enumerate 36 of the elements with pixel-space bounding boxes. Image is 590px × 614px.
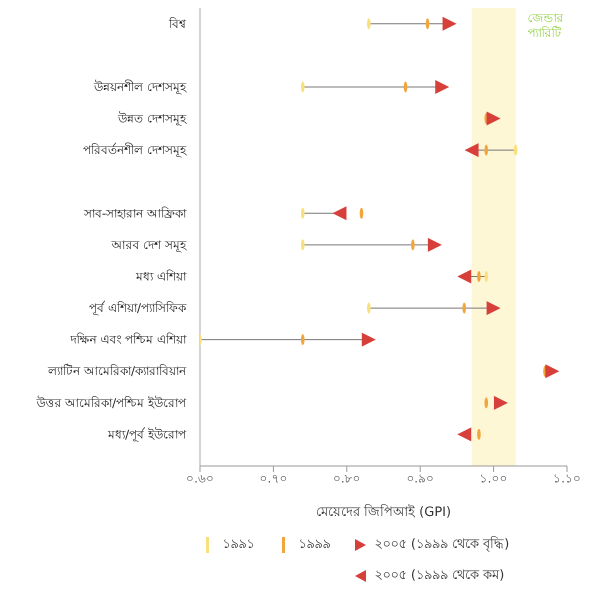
y-tick-label: মধ্য/পূর্ব ইউরোপ	[107, 427, 187, 442]
x-tick-label: ০.৯০	[406, 472, 434, 486]
point	[332, 206, 346, 220]
point	[428, 238, 442, 252]
y-tick-label: উন্নত দেশসমূহ	[117, 112, 187, 127]
y-tick-label: মধ্য এশিয়া	[135, 269, 187, 284]
point	[494, 396, 508, 410]
y-tick-label: সাব-সাহারান আফ্রিকা	[82, 206, 187, 220]
y-tick-label: বিশ্ব	[168, 16, 186, 31]
point	[486, 112, 501, 126]
point	[545, 364, 560, 378]
x-tick-label: ০.৮০	[332, 472, 361, 486]
y-tick-label: দক্ষিন এবং পশ্চিম এশিয়া	[70, 332, 187, 347]
legend-label: ২০০৫ (১৯৯৯ থেকে বৃদ্ধি)	[374, 535, 510, 554]
y-tick-label: আরব দেশ সমূহ	[110, 238, 187, 253]
point	[457, 427, 472, 442]
band-label: জেন্ডার প্যারিটি	[528, 11, 564, 40]
y-tick-label: উত্তর আমেরিকা/পশ্চিম ইউরোপ	[35, 396, 187, 410]
point	[464, 143, 479, 158]
y-tick-label: উন্নয়নশীল দেশসমূহ	[93, 80, 187, 95]
legend-label: ১৯৯৯	[298, 536, 331, 554]
x-axis-title: মেয়েদের জিপিআই (GPI)	[316, 504, 452, 520]
x-tick-label: ০.৭০	[259, 472, 288, 486]
y-tick-label: ল্যাটিন আমেরিকা/ক্যারাবিয়ান	[47, 364, 187, 378]
x-tick-label: ১.১০	[553, 472, 581, 486]
y-tick-label: পূর্ব এশিয়া/প্যাসিফিক	[89, 301, 187, 316]
x-tick-label: ০.৬০	[186, 472, 214, 486]
legend-label: ২০০৫ (১৯৯৯ থেকে কম)	[374, 567, 504, 585]
point	[486, 301, 501, 316]
point	[435, 80, 450, 94]
x-tick-label: ১.০০	[480, 472, 508, 486]
legend-label: ১৯৯১	[222, 536, 255, 554]
point	[442, 16, 457, 31]
point	[362, 332, 376, 347]
y-tick-label: পরিবর্তনশীল দেশসমূহ	[83, 143, 187, 158]
point	[457, 269, 472, 284]
